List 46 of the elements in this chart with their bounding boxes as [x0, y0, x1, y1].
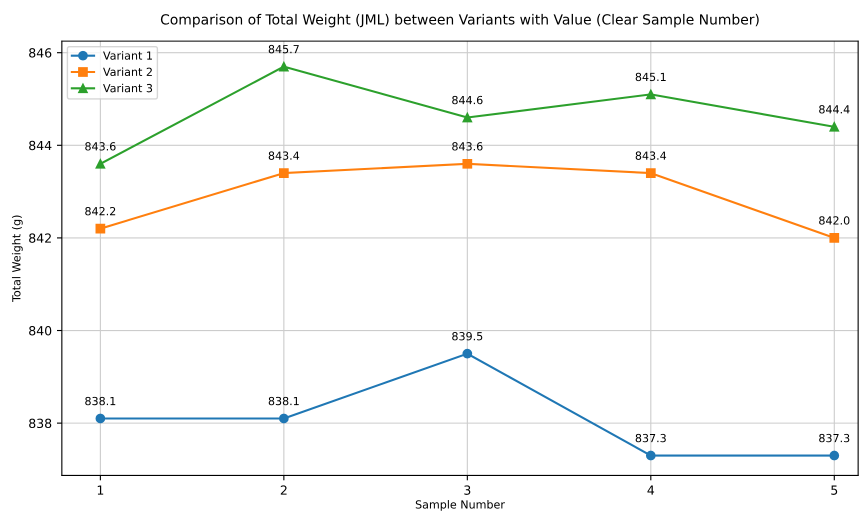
- data-label: 838.1: [268, 396, 299, 406]
- point: [462, 348, 472, 359]
- data-label: 843.4: [268, 151, 300, 160]
- data-label: 844.6: [452, 96, 483, 104]
- y-axis-title: Total Weight (g): [12, 216, 23, 302]
- x-tick-label: 3: [464, 485, 470, 495]
- data-label: 845.1: [636, 72, 666, 82]
- point: [96, 414, 106, 424]
- x-axis-title: Sample Number: [416, 500, 505, 511]
- data-label: 843.6: [452, 142, 483, 151]
- y-tick-label: 844: [29, 140, 52, 150]
- data-label: 837.3: [636, 434, 666, 442]
- data-label: 839.5: [452, 332, 482, 340]
- x-tick-label: 1: [98, 486, 104, 495]
- y-tick-label: 838: [29, 418, 52, 428]
- point: [646, 450, 656, 460]
- point: [96, 158, 106, 169]
- legend-label: Variant 2: [103, 67, 152, 76]
- legend-label: Variant 3: [103, 84, 152, 92]
- point: [278, 414, 289, 424]
- data-label: 838.1: [85, 396, 116, 406]
- point: [278, 168, 289, 178]
- data-label: 842.2: [85, 206, 116, 216]
- point: [829, 233, 840, 243]
- data-label: 845.7: [268, 44, 299, 54]
- x-tick-label: 2: [280, 485, 287, 495]
- point: [829, 122, 840, 132]
- y-tick-label: 842: [29, 233, 51, 243]
- data-label: 843.4: [636, 151, 666, 160]
- point: [646, 168, 656, 178]
- point: [646, 90, 656, 100]
- chart-title: Comparison of Total Weight (JML) between Variants with Value (Clear Sample Number): [160, 14, 759, 28]
- data-label: 844.4: [819, 105, 850, 114]
- data-label: 842.0: [819, 216, 850, 225]
- point: [96, 224, 106, 234]
- y-tick-label: 846: [29, 48, 52, 58]
- point: [278, 62, 289, 72]
- data-label: 837.3: [819, 434, 850, 442]
- point: [829, 450, 840, 460]
- x-tick-label: 5: [831, 486, 838, 495]
- point: [462, 158, 472, 169]
- x-tick-label: 4: [647, 486, 654, 495]
- y-tick-label: 840: [29, 326, 52, 336]
- legend-label: Variant 1: [103, 51, 152, 60]
- data-label: 843.6: [85, 142, 116, 151]
- point: [462, 112, 472, 122]
